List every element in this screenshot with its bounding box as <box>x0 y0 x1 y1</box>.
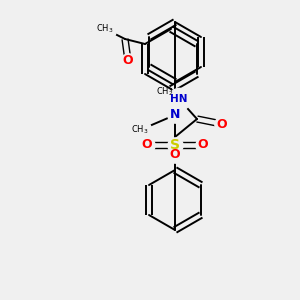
Text: O: O <box>170 148 180 161</box>
Text: O: O <box>142 139 152 152</box>
Text: O: O <box>123 55 133 68</box>
Text: CH$_2$: CH$_2$ <box>156 86 174 98</box>
Text: CH$_3$: CH$_3$ <box>131 124 149 136</box>
Text: S: S <box>170 138 180 152</box>
Text: HN: HN <box>170 94 188 104</box>
Text: O: O <box>198 139 208 152</box>
Text: N: N <box>170 109 180 122</box>
Text: O: O <box>217 118 227 130</box>
Text: CH$_3$: CH$_3$ <box>96 23 114 35</box>
